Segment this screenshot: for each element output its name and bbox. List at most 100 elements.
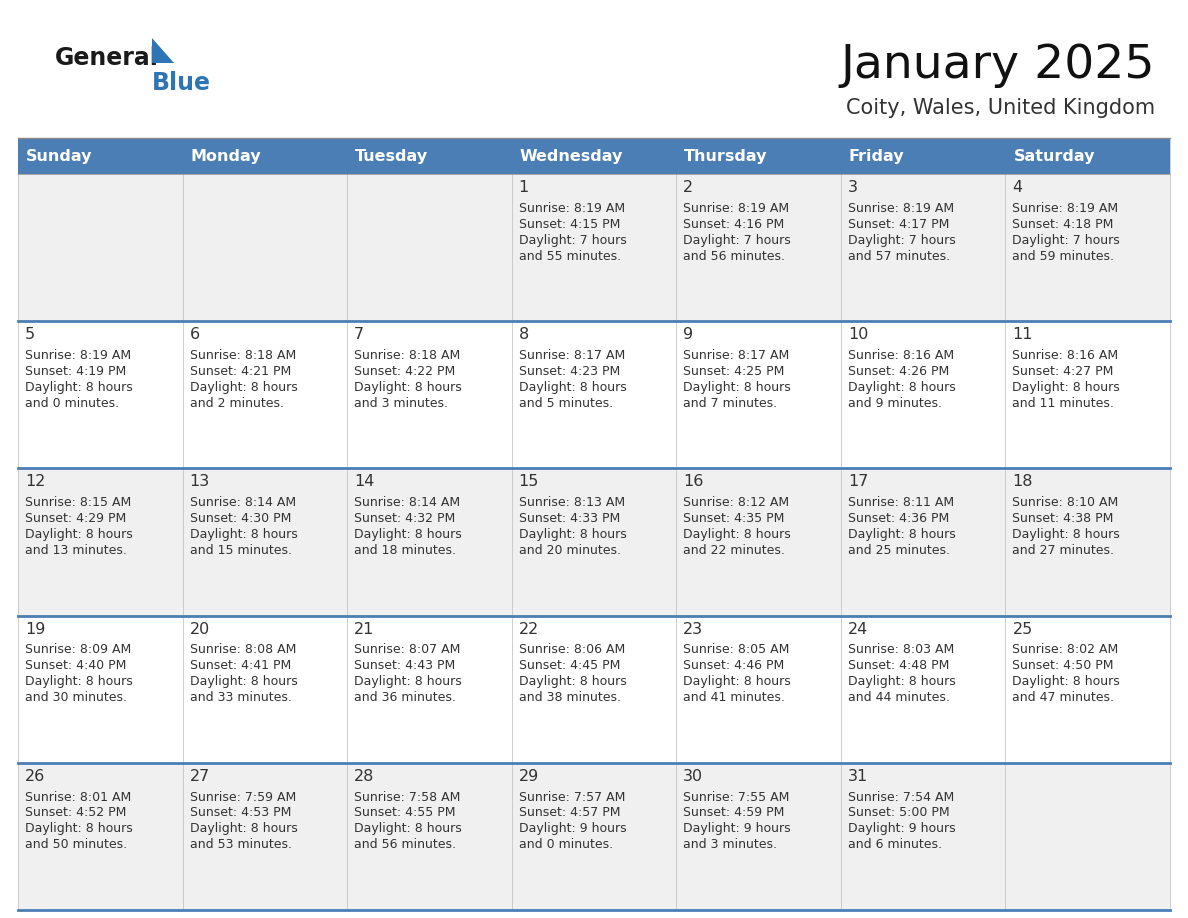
Bar: [1005, 174, 1170, 321]
Text: 24: 24: [848, 621, 868, 636]
Bar: [676, 138, 841, 174]
Text: Sunset: 4:27 PM: Sunset: 4:27 PM: [1012, 364, 1114, 378]
Bar: [1005, 468, 1170, 616]
Text: and 30 minutes.: and 30 minutes.: [25, 691, 127, 704]
Text: Daylight: 9 hours: Daylight: 9 hours: [519, 823, 626, 835]
Bar: [676, 174, 841, 321]
Text: Daylight: 7 hours: Daylight: 7 hours: [683, 234, 791, 247]
Text: Sunset: 4:53 PM: Sunset: 4:53 PM: [190, 807, 291, 820]
Text: Daylight: 8 hours: Daylight: 8 hours: [190, 823, 297, 835]
Bar: [841, 468, 1005, 616]
Text: 17: 17: [848, 475, 868, 489]
Text: Daylight: 8 hours: Daylight: 8 hours: [25, 381, 133, 394]
Text: and 0 minutes.: and 0 minutes.: [519, 838, 613, 851]
Text: Daylight: 7 hours: Daylight: 7 hours: [848, 234, 955, 247]
Text: Daylight: 8 hours: Daylight: 8 hours: [1012, 381, 1120, 394]
Text: Sunrise: 8:14 AM: Sunrise: 8:14 AM: [354, 496, 460, 509]
Text: Sunrise: 7:59 AM: Sunrise: 7:59 AM: [190, 790, 296, 803]
Text: Daylight: 7 hours: Daylight: 7 hours: [519, 234, 626, 247]
Text: Sunset: 4:50 PM: Sunset: 4:50 PM: [1012, 659, 1114, 672]
Text: Sunrise: 8:12 AM: Sunrise: 8:12 AM: [683, 496, 789, 509]
Text: Blue: Blue: [152, 71, 211, 95]
Text: Daylight: 8 hours: Daylight: 8 hours: [354, 823, 462, 835]
Text: Sunrise: 8:14 AM: Sunrise: 8:14 AM: [190, 496, 296, 509]
Text: Sunrise: 8:15 AM: Sunrise: 8:15 AM: [25, 496, 131, 509]
Text: and 6 minutes.: and 6 minutes.: [848, 838, 942, 851]
Text: and 56 minutes.: and 56 minutes.: [683, 250, 785, 263]
Text: Daylight: 8 hours: Daylight: 8 hours: [354, 676, 462, 688]
Text: and 9 minutes.: and 9 minutes.: [848, 397, 942, 409]
Text: and 3 minutes.: and 3 minutes.: [354, 397, 448, 409]
Text: and 3 minutes.: and 3 minutes.: [683, 838, 777, 851]
Text: and 47 minutes.: and 47 minutes.: [1012, 691, 1114, 704]
Text: 19: 19: [25, 621, 45, 636]
Text: 20: 20: [190, 621, 210, 636]
Text: Sunset: 4:16 PM: Sunset: 4:16 PM: [683, 218, 784, 230]
Text: Sunset: 4:46 PM: Sunset: 4:46 PM: [683, 659, 784, 672]
Text: Sunrise: 8:17 AM: Sunrise: 8:17 AM: [683, 349, 790, 362]
Text: Daylight: 8 hours: Daylight: 8 hours: [190, 528, 297, 541]
Text: Sunset: 4:30 PM: Sunset: 4:30 PM: [190, 512, 291, 525]
Text: 5: 5: [25, 327, 36, 342]
Text: Daylight: 8 hours: Daylight: 8 hours: [25, 528, 133, 541]
Bar: [18, 468, 183, 616]
Text: Sunrise: 8:19 AM: Sunrise: 8:19 AM: [25, 349, 131, 362]
Text: Sunrise: 8:19 AM: Sunrise: 8:19 AM: [1012, 202, 1119, 215]
Text: 28: 28: [354, 768, 374, 784]
Text: Daylight: 8 hours: Daylight: 8 hours: [354, 381, 462, 394]
Bar: [1005, 616, 1170, 763]
Bar: [347, 468, 512, 616]
Text: and 11 minutes.: and 11 minutes.: [1012, 397, 1114, 409]
Bar: [18, 616, 183, 763]
Bar: [676, 616, 841, 763]
Text: Friday: Friday: [849, 149, 904, 163]
Text: 26: 26: [25, 768, 45, 784]
Text: Sunset: 4:41 PM: Sunset: 4:41 PM: [190, 659, 291, 672]
Text: Daylight: 8 hours: Daylight: 8 hours: [683, 676, 791, 688]
Text: Daylight: 8 hours: Daylight: 8 hours: [1012, 676, 1120, 688]
Bar: [183, 763, 347, 910]
Text: 8: 8: [519, 327, 529, 342]
Text: Daylight: 8 hours: Daylight: 8 hours: [1012, 528, 1120, 541]
Text: Sunday: Sunday: [26, 149, 93, 163]
Text: and 38 minutes.: and 38 minutes.: [519, 691, 620, 704]
Text: Daylight: 8 hours: Daylight: 8 hours: [519, 676, 626, 688]
Text: Daylight: 8 hours: Daylight: 8 hours: [519, 528, 626, 541]
Bar: [512, 468, 676, 616]
Text: 25: 25: [1012, 621, 1032, 636]
Text: Sunset: 4:19 PM: Sunset: 4:19 PM: [25, 364, 126, 378]
Text: Sunrise: 7:55 AM: Sunrise: 7:55 AM: [683, 790, 790, 803]
Text: Tuesday: Tuesday: [355, 149, 428, 163]
Text: 31: 31: [848, 768, 868, 784]
Bar: [347, 174, 512, 321]
Text: Sunset: 4:17 PM: Sunset: 4:17 PM: [848, 218, 949, 230]
Bar: [841, 321, 1005, 468]
Text: 14: 14: [354, 475, 374, 489]
Bar: [18, 763, 183, 910]
Text: and 2 minutes.: and 2 minutes.: [190, 397, 284, 409]
Text: and 41 minutes.: and 41 minutes.: [683, 691, 785, 704]
Text: Sunset: 4:32 PM: Sunset: 4:32 PM: [354, 512, 455, 525]
Text: Daylight: 8 hours: Daylight: 8 hours: [848, 528, 955, 541]
Text: and 55 minutes.: and 55 minutes.: [519, 250, 621, 263]
Text: Saturday: Saturday: [1013, 149, 1095, 163]
Text: Sunset: 4:21 PM: Sunset: 4:21 PM: [190, 364, 291, 378]
Text: Sunset: 4:35 PM: Sunset: 4:35 PM: [683, 512, 784, 525]
Text: Sunset: 4:57 PM: Sunset: 4:57 PM: [519, 807, 620, 820]
Text: Sunset: 4:38 PM: Sunset: 4:38 PM: [1012, 512, 1114, 525]
Text: Sunset: 4:15 PM: Sunset: 4:15 PM: [519, 218, 620, 230]
Bar: [347, 763, 512, 910]
Text: Sunset: 4:40 PM: Sunset: 4:40 PM: [25, 659, 126, 672]
Text: Sunrise: 8:05 AM: Sunrise: 8:05 AM: [683, 644, 790, 656]
Text: and 18 minutes.: and 18 minutes.: [354, 544, 456, 557]
Text: Sunrise: 7:58 AM: Sunrise: 7:58 AM: [354, 790, 461, 803]
Text: Sunrise: 7:57 AM: Sunrise: 7:57 AM: [519, 790, 625, 803]
Text: Sunrise: 8:11 AM: Sunrise: 8:11 AM: [848, 496, 954, 509]
Text: Sunset: 4:22 PM: Sunset: 4:22 PM: [354, 364, 455, 378]
Text: 11: 11: [1012, 327, 1032, 342]
Text: Daylight: 8 hours: Daylight: 8 hours: [519, 381, 626, 394]
Text: Sunset: 4:36 PM: Sunset: 4:36 PM: [848, 512, 949, 525]
Text: and 25 minutes.: and 25 minutes.: [848, 544, 950, 557]
Text: 4: 4: [1012, 180, 1023, 195]
Text: Monday: Monday: [190, 149, 261, 163]
